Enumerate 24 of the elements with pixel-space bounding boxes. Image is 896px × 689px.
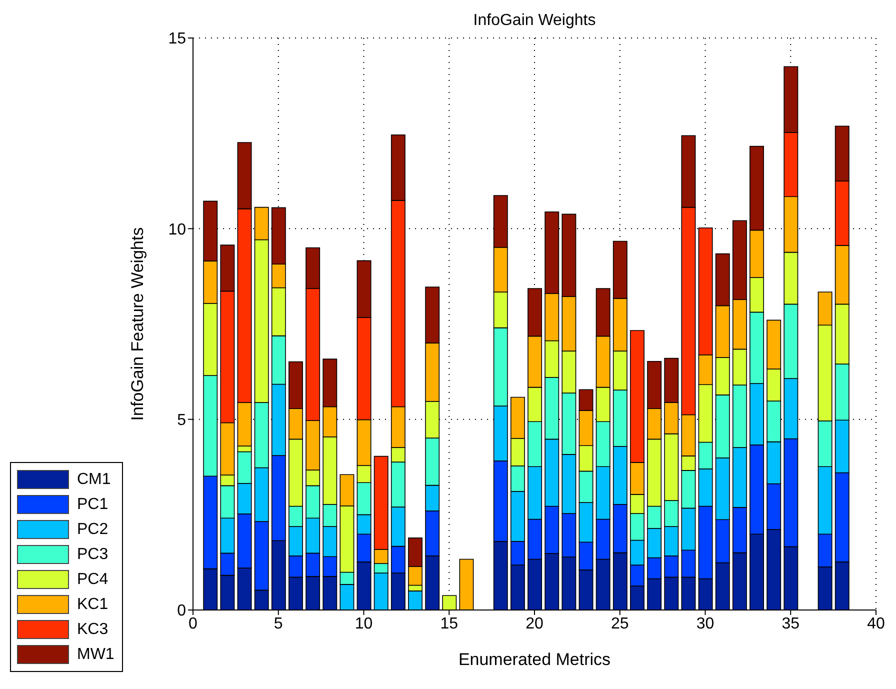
legend-label: MW1 <box>77 646 114 664</box>
x-axis-title: Enumerated Metrics <box>457 650 612 670</box>
chart-title: InfoGain Weights <box>472 12 597 30</box>
x-tick-label: 30 <box>696 615 714 632</box>
legend-label: KC1 <box>77 596 108 614</box>
y-tick-label: 10 <box>168 221 186 238</box>
x-tick-label: 0 <box>188 615 198 632</box>
x-tick-label: 10 <box>354 615 373 632</box>
y-tick-label: 0 <box>177 602 186 620</box>
legend-label: KC3 <box>77 620 108 638</box>
legend-label: CM1 <box>77 470 111 488</box>
x-tick-label: 15 <box>440 615 458 632</box>
legend-label: PC1 <box>77 496 108 514</box>
x-tick-label: 25 <box>610 615 629 632</box>
x-tick-label: 35 <box>782 615 800 632</box>
legend-label: PC3 <box>77 546 108 564</box>
legend-label: PC2 <box>77 520 108 538</box>
y-tick-label: 5 <box>177 412 186 430</box>
x-tick-label: 40 <box>867 615 885 632</box>
x-tick-label: 5 <box>274 615 283 632</box>
x-tick-label: 20 <box>526 615 544 632</box>
y-tick-label: 15 <box>168 30 186 48</box>
legend-label: PC4 <box>77 570 108 588</box>
y-axis-title: InfoGain Feature Weights <box>128 227 148 421</box>
